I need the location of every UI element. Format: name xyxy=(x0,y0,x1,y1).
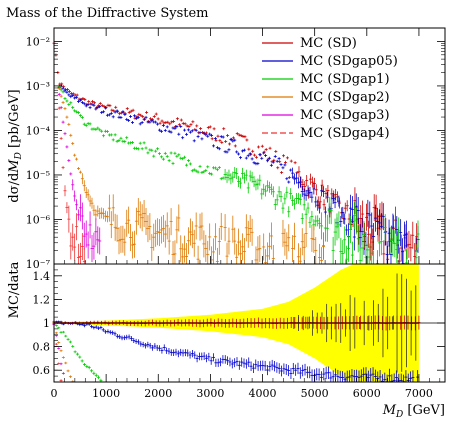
ratio-y-axis-label: MC/data xyxy=(7,261,22,318)
main-y-tick-label: 10⁻⁵ xyxy=(26,169,50,182)
x-tick-label: 5000 xyxy=(301,387,329,400)
ratio-series-1 xyxy=(52,320,420,383)
main-y-tick-label: 10⁻³ xyxy=(26,80,50,93)
legend-label-5: MC (SDgap4) xyxy=(300,126,390,141)
series-5 xyxy=(57,106,86,264)
series-3 xyxy=(57,86,325,264)
x-axis-label: MD [GeV] xyxy=(382,403,445,420)
ratio-y-tick-label: 1.4 xyxy=(33,270,51,283)
x-axis: 0 1000 2000 3000 4000 5000 6000 7000 xyxy=(51,28,441,400)
legend: MC (SD) MC (SDgap05) MC (SDgap1) MC (SDgap2… xyxy=(262,36,398,141)
legend-label-4: MC (SDgap3) xyxy=(300,108,390,123)
x-tick-label: 4000 xyxy=(249,387,277,400)
main-y-tick-label: 10⁻⁴ xyxy=(26,124,51,137)
legend-label-3: MC (SDgap2) xyxy=(300,90,390,105)
chart-title: Mass of the Diffractive System xyxy=(6,6,209,21)
x-tick-label: 3000 xyxy=(196,387,224,400)
x-tick-label: 7000 xyxy=(405,387,433,400)
main-y-axis-label: dσ/dMD [pb/GeV] xyxy=(7,89,24,202)
x-tick-label: 6000 xyxy=(353,387,381,400)
main-y-tick-label: 10⁻⁷ xyxy=(26,258,51,271)
legend-label-1: MC (SDgap05) xyxy=(300,54,398,69)
ratio-y-tick-label: 1 xyxy=(43,317,50,330)
ratio-y-axis: 0.6 0.8 1 1.2 1.4 xyxy=(33,269,445,377)
main-y-axis: 10⁻⁷ 10⁻⁶ 10⁻⁵ 10⁻⁴ 10⁻³ 10⁻² xyxy=(26,27,445,271)
x-tick-label: 1000 xyxy=(92,387,120,400)
legend-label-0: MC (SD) xyxy=(300,36,357,51)
main-y-tick-label: 10⁻² xyxy=(26,35,50,48)
ratio-y-tick-label: 1.2 xyxy=(33,293,51,306)
legend-label-2: MC (SDgap1) xyxy=(300,72,390,87)
main-y-tick-label: 10⁻⁶ xyxy=(26,213,51,226)
ratio-series-2 xyxy=(52,323,103,382)
ratio-y-tick-label: 0.6 xyxy=(33,364,51,377)
x-tick-label: 0 xyxy=(51,387,58,400)
series-0 xyxy=(52,41,419,264)
ratio-y-tick-label: 0.8 xyxy=(33,341,51,354)
x-tick-label: 2000 xyxy=(144,387,172,400)
series-4 xyxy=(57,92,102,262)
